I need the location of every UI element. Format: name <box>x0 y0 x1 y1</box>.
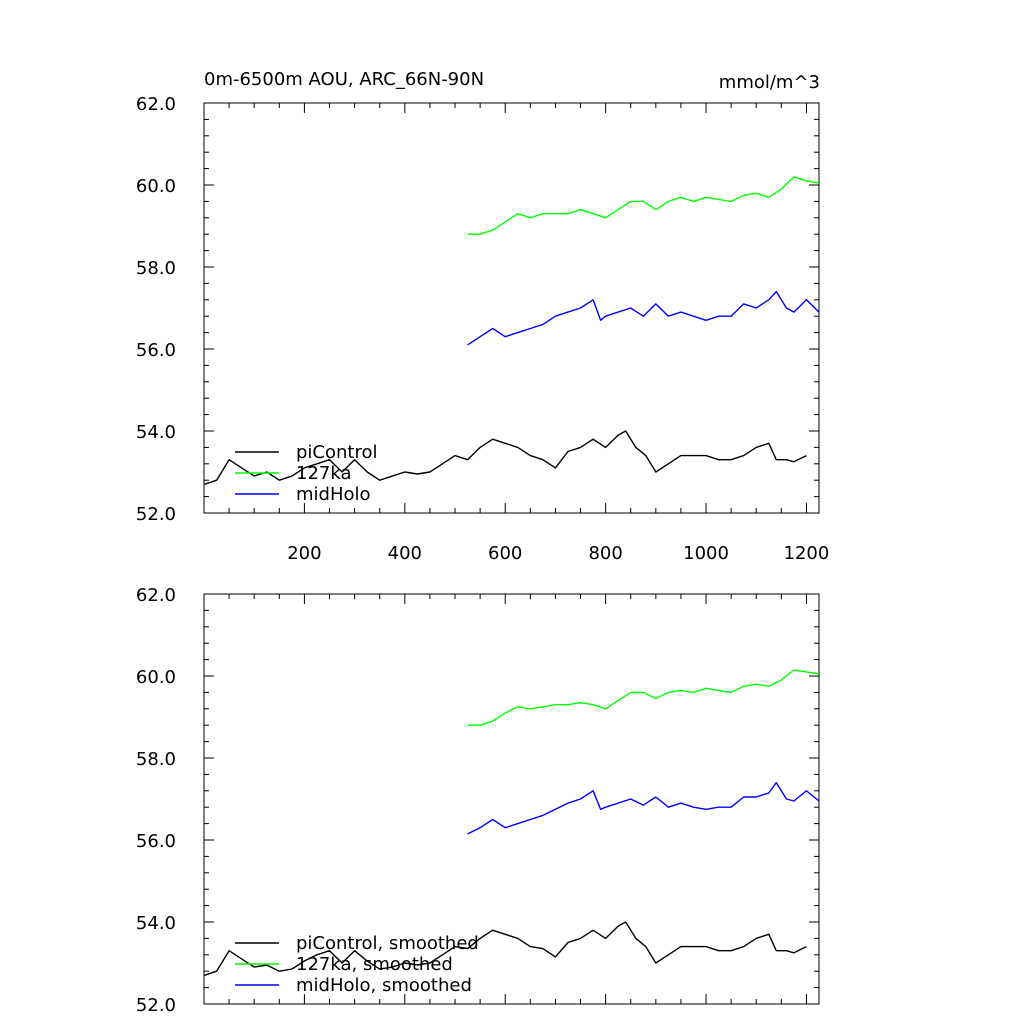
series-line-0 <box>204 430 807 485</box>
legend-label: piControl <box>296 442 378 463</box>
y-tick-label: 54.0 <box>136 913 176 934</box>
legend-label: midHolo <box>296 484 371 505</box>
x-tick-label: 800 <box>588 543 622 564</box>
panel-title-left: 0m-6500m AOU, ARC_66N-90N <box>204 69 484 90</box>
series-line-2 <box>467 290 820 346</box>
series-line-1 <box>467 669 820 726</box>
y-tick-label: 52.0 <box>136 995 176 1016</box>
legend-label: 127ka <box>296 463 352 484</box>
plot-area-frame <box>203 593 820 1005</box>
legend-label: piControl, smoothed <box>296 933 479 954</box>
y-tick-label: 60.0 <box>136 176 176 197</box>
y-tick-label: 58.0 <box>136 258 176 279</box>
x-tick-labels: 200 400 600 800 1000 1200 <box>287 543 829 564</box>
legend-label: midHolo, smoothed <box>296 975 472 996</box>
legend-label: 127ka, smoothed <box>296 954 453 975</box>
x-tick-label: 400 <box>388 543 422 564</box>
plot-area-frame <box>203 102 820 514</box>
series-lines <box>204 669 820 976</box>
y-tick-label: 62.0 <box>136 585 176 606</box>
y-tick-labels: 52.0 54.0 56.0 58.0 60.0 62.0 <box>136 94 176 525</box>
y-tick-label: 52.0 <box>136 504 176 525</box>
y-tick-label: 56.0 <box>136 831 176 852</box>
bottom-panel: 52.0 54.0 56.0 58.0 60.0 62.0 piControl, smoo… <box>136 585 820 1016</box>
series-line-1 <box>467 176 820 235</box>
tick-marks <box>204 102 819 514</box>
y-tick-labels: 52.0 54.0 56.0 58.0 60.0 62.0 <box>136 585 176 1016</box>
series-lines <box>204 176 820 485</box>
x-tick-label: 600 <box>488 543 522 564</box>
series-line-0 <box>204 921 807 976</box>
x-tick-label: 200 <box>287 543 321 564</box>
series-line-2 <box>467 781 820 835</box>
y-tick-label: 62.0 <box>136 94 176 115</box>
tick-marks <box>204 593 819 1005</box>
x-tick-label: 1200 <box>784 543 830 564</box>
top-panel: 0m-6500m AOU, ARC_66N-90N mmol/m^3 52.05… <box>136 69 829 564</box>
x-tick-label: 1000 <box>683 543 729 564</box>
y-tick-label: 56.0 <box>136 340 176 361</box>
y-tick-label: 54.0 <box>136 422 176 443</box>
y-tick-label: 58.0 <box>136 749 176 770</box>
y-tick-label: 60.0 <box>136 667 176 688</box>
panel-units-label: mmol/m^3 <box>719 72 820 93</box>
